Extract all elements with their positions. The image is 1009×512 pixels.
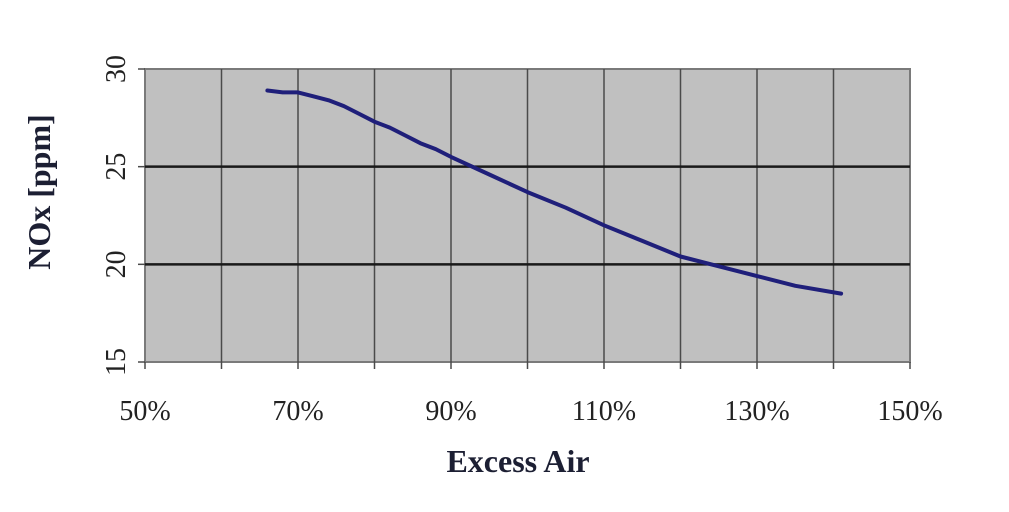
y-axis-ticks: 15 20 25 30 [101, 55, 145, 376]
nox-series-line [265, 88, 844, 296]
x-axis-title: Excess Air [446, 443, 589, 479]
x-axis-ticks: 50% 70% 90% 110% 130% 150% [119, 362, 943, 427]
x-tick-label: 130% [724, 396, 789, 427]
horizontal-gridlines [145, 165, 910, 266]
x-tick-label: 70% [272, 396, 323, 427]
y-tick-label: 15 [101, 348, 132, 376]
vertical-gridlines [220, 69, 835, 362]
x-tick-label: 110% [572, 396, 636, 427]
y-tick-label: 20 [101, 250, 132, 278]
x-tick-label: 90% [425, 396, 476, 427]
x-tick-label: 150% [877, 396, 942, 427]
series-layer [265, 88, 844, 296]
y-axis-title: NOx [ppm] [21, 114, 57, 270]
y-tick-label: 25 [101, 153, 132, 181]
y-tick-label: 30 [101, 55, 132, 83]
x-tick-label: 50% [119, 396, 170, 427]
